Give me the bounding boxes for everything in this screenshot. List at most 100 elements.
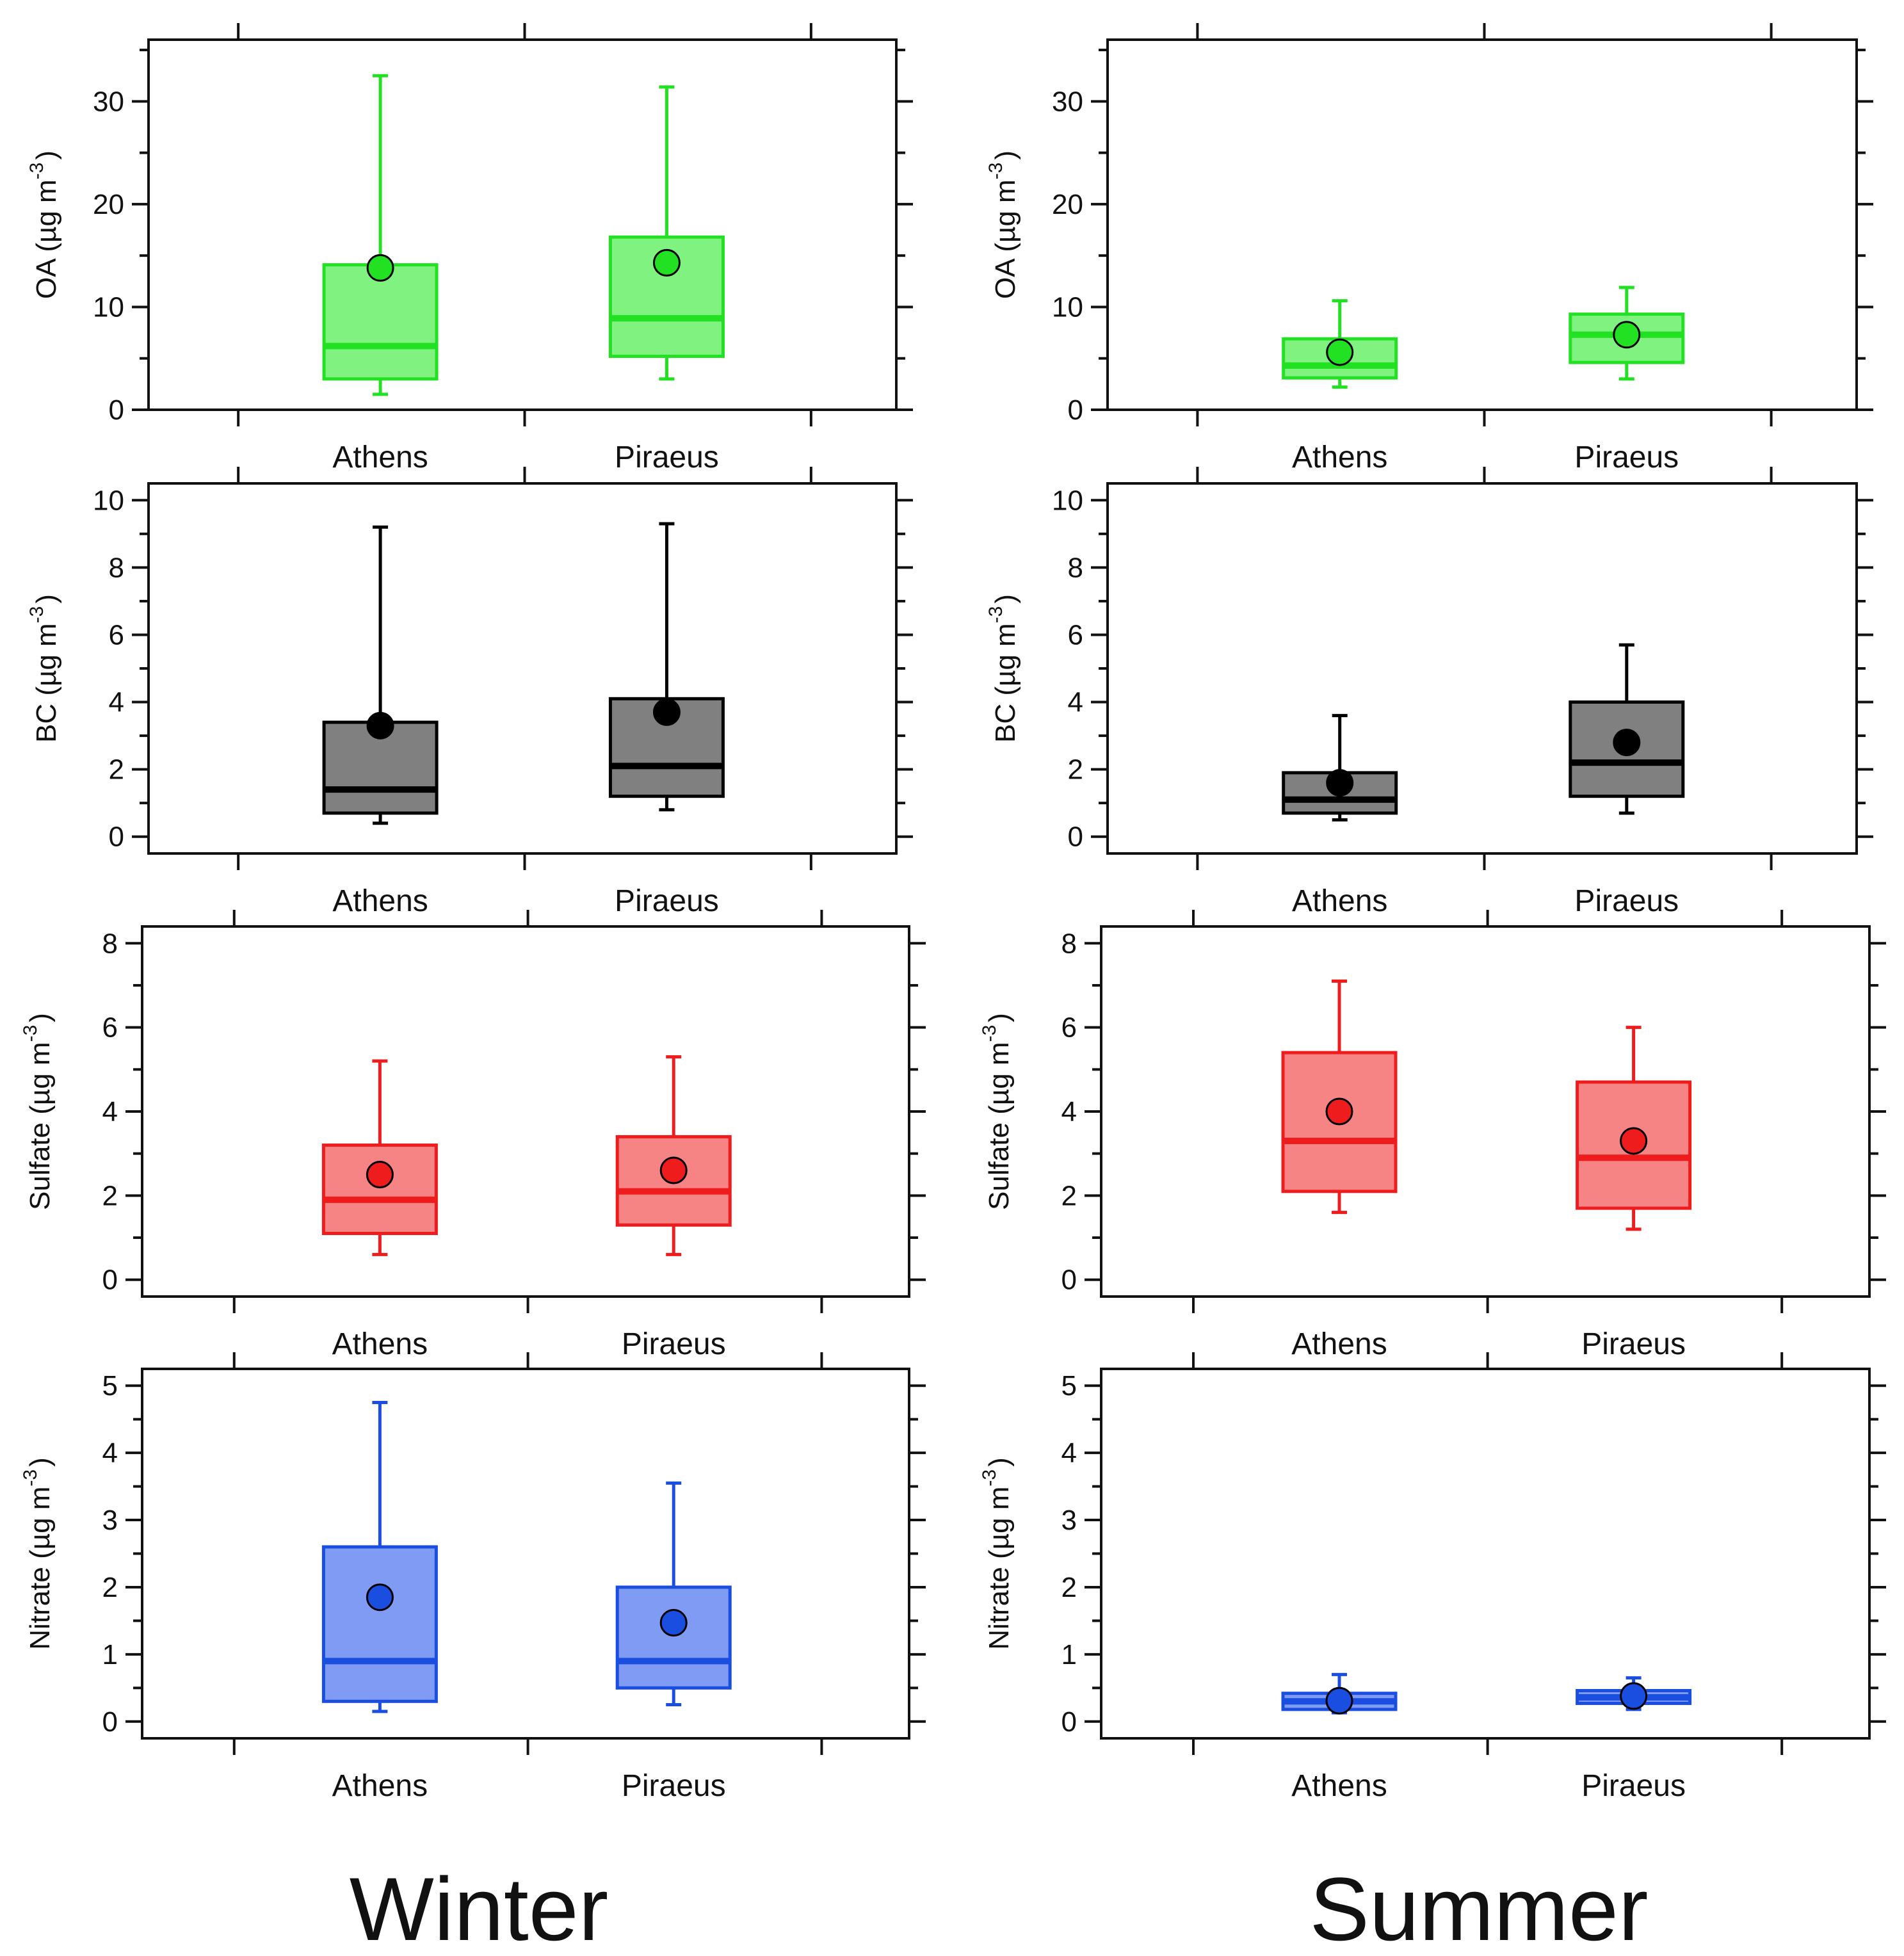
mean-marker [366, 711, 394, 740]
plot-frame [141, 1368, 910, 1740]
y-axis-label: OA (µg m-3) [985, 150, 1021, 299]
y-tick-label: 8 [102, 928, 118, 959]
plot-frame [1106, 482, 1858, 855]
y-axis-label-exponent: -3 [979, 1025, 1000, 1042]
category-label-athens: Athens [332, 441, 428, 474]
category-label-piraeus: Piraeus [615, 884, 719, 918]
panel-nitrate-winter: 0 1 2 3 4 5 Athens Piraeus Nitrate (µg m-3) [20, 1352, 926, 1803]
y-axis-label-exponent: -3 [26, 606, 47, 624]
y-tick-label: 2 [1061, 1572, 1077, 1603]
box-piraeus [1576, 1676, 1692, 1711]
category-label-piraeus: Piraeus [1581, 1769, 1686, 1803]
y-tick-label: 30 [1052, 86, 1083, 117]
y-tick-label: 5 [1061, 1370, 1077, 1402]
y-tick-label: 10 [1052, 485, 1083, 516]
panel-oa-summer: 0 10 20 30 Athens Piraeus OA (µg m-3) [985, 23, 1873, 474]
y-tick-label: 4 [1068, 687, 1083, 718]
y-tick-label: 2 [102, 1180, 118, 1211]
category-label-piraeus: Piraeus [622, 1327, 726, 1361]
y-axis-label-close: ) [983, 1013, 1015, 1022]
mean-marker [366, 254, 394, 282]
panel-oa-winter: 0 10 20 30 Athens Piraeus OA (µg m-3) [26, 23, 913, 474]
y-axis-label-exponent: -3 [979, 1469, 1000, 1487]
y-axis-label-exponent: -3 [26, 163, 47, 180]
category-label-athens: Athens [1291, 1327, 1387, 1361]
box-athens [322, 525, 439, 825]
category-label-piraeus: Piraeus [1574, 441, 1679, 474]
plot-frame [147, 38, 898, 411]
y-tick-label: 20 [93, 189, 124, 220]
box-piraeus [615, 1481, 732, 1707]
y-tick-label: 10 [93, 485, 124, 516]
box-piraeus [1569, 286, 1685, 381]
y-axis-label: Nitrate (µg m-3) [979, 1457, 1015, 1650]
y-tick-label: 0 [1068, 394, 1083, 426]
y-axis-label-main: BC (µg m [990, 623, 1021, 743]
category-label-athens: Athens [332, 1327, 428, 1361]
y-tick-label: 4 [102, 1437, 118, 1469]
category-label-piraeus: Piraeus [1581, 1327, 1686, 1361]
panel-bc-summer: 0 2 4 6 8 10 Athens Piraeus BC (µg m-3) [985, 467, 1873, 918]
plot-frame [1100, 1368, 1871, 1740]
box-athens [322, 74, 439, 396]
interquartile-box [322, 263, 439, 381]
y-tick-label: 30 [93, 86, 124, 117]
y-axis-label-exponent: -3 [20, 1025, 41, 1042]
y-tick-label: 8 [1061, 928, 1077, 959]
y-axis-label: Nitrate (µg m-3) [20, 1457, 56, 1650]
category-label-piraeus: Piraeus [615, 441, 719, 474]
y-axis-label-exponent: -3 [985, 163, 1006, 180]
interquartile-box [321, 1545, 438, 1703]
season-label-summer: Summer [1310, 1859, 1649, 1956]
y-axis-label-exponent: -3 [985, 606, 1006, 624]
y-tick-label: 0 [1061, 1265, 1077, 1296]
y-axis-label: BC (µg m-3) [26, 594, 62, 743]
category-label-athens: Athens [1292, 441, 1387, 474]
category-label-athens: Athens [1292, 884, 1387, 918]
y-tick-label: 10 [1052, 291, 1083, 323]
box-athens [321, 1400, 438, 1713]
mean-marker [1325, 1097, 1353, 1126]
box-piraeus [1576, 1026, 1692, 1231]
panel-nitrate-summer: 0 1 2 3 4 5 Athens Piraeus Nitrate (µg m-3) [979, 1352, 1886, 1803]
plot-frame [141, 925, 910, 1298]
y-axis-label-main: Sulfate (µg m [983, 1042, 1015, 1210]
box-athens [321, 1059, 438, 1256]
y-axis-label-main: Sulfate (µg m [24, 1042, 56, 1210]
plot-frame [1106, 38, 1858, 411]
mean-marker [1613, 729, 1641, 757]
y-tick-label: 5 [102, 1370, 118, 1402]
box-athens [1282, 714, 1398, 821]
mean-marker [659, 1156, 688, 1184]
mean-marker [366, 1583, 394, 1612]
box-piraeus [615, 1055, 732, 1256]
y-axis-label-main: Nitrate (µg m [24, 1487, 56, 1650]
y-tick-label: 0 [102, 1265, 118, 1296]
box-athens [1281, 1672, 1398, 1715]
y-tick-label: 8 [109, 552, 124, 583]
y-tick-label: 4 [102, 1096, 118, 1128]
y-tick-label: 6 [1061, 1012, 1077, 1044]
y-axis-label-close: ) [24, 1457, 56, 1467]
category-label-piraeus: Piraeus [622, 1769, 726, 1803]
y-tick-label: 0 [1068, 821, 1083, 853]
y-axis-label-close: ) [24, 1013, 56, 1022]
panel-bc-winter: 0 2 4 6 8 10 Athens Piraeus BC (µg m-3) [26, 467, 913, 918]
y-tick-label: 6 [1068, 619, 1083, 651]
y-tick-label: 4 [109, 687, 124, 718]
plot-frame [1100, 925, 1871, 1298]
y-tick-label: 0 [1061, 1706, 1077, 1738]
plot-frame [147, 482, 898, 855]
y-tick-label: 0 [109, 821, 124, 853]
y-tick-label: 6 [109, 619, 124, 651]
category-label-athens: Athens [332, 884, 428, 918]
y-tick-label: 1 [1061, 1639, 1077, 1670]
box-piraeus [608, 522, 725, 812]
y-tick-label: 4 [1061, 1096, 1077, 1128]
panel-sulfate-winter: 0 2 4 6 8 Athens Piraeus Sulfate (µg m-3) [20, 910, 926, 1361]
y-axis-label-close: ) [983, 1457, 1015, 1467]
season-label-winter: Winter [350, 1859, 608, 1956]
y-tick-label: 20 [1052, 189, 1083, 220]
